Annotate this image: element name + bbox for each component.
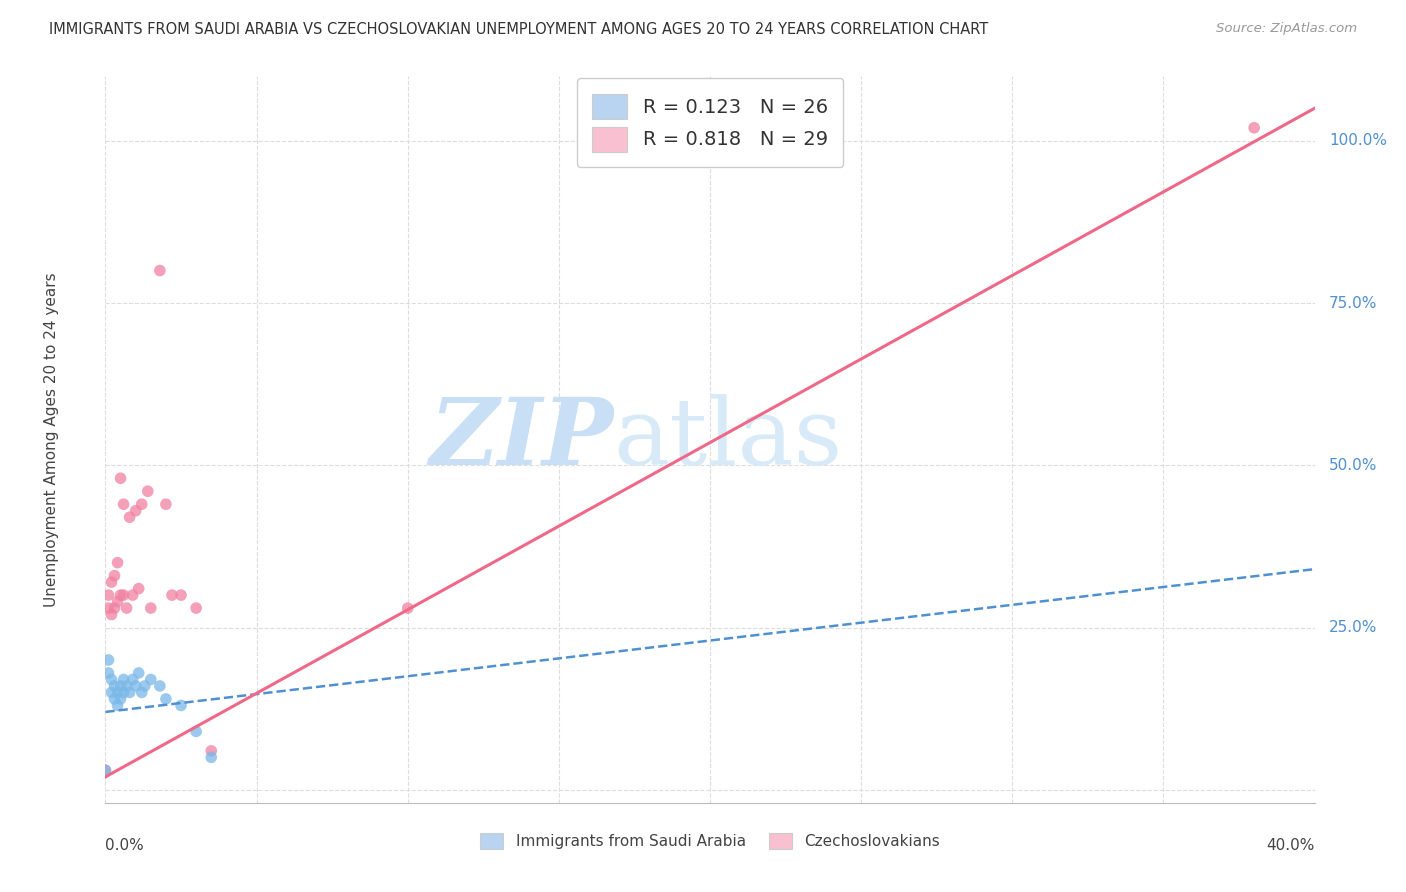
Point bbox=[200, 750, 222, 764]
Point bbox=[103, 679, 125, 693]
Point bbox=[186, 724, 208, 739]
Point bbox=[149, 263, 172, 277]
Point bbox=[107, 594, 129, 608]
Text: 50.0%: 50.0% bbox=[1329, 458, 1378, 473]
Point bbox=[124, 504, 148, 518]
Point bbox=[131, 497, 153, 511]
Point bbox=[112, 685, 135, 699]
Point bbox=[115, 601, 138, 615]
Point bbox=[97, 601, 120, 615]
Point bbox=[128, 582, 150, 596]
Point bbox=[118, 510, 141, 524]
Point bbox=[396, 601, 419, 615]
Point bbox=[112, 497, 135, 511]
Point bbox=[155, 692, 177, 706]
Point bbox=[121, 588, 143, 602]
Point bbox=[110, 692, 132, 706]
Text: ZIP: ZIP bbox=[429, 394, 613, 484]
Legend: Immigrants from Saudi Arabia, Czechoslovakians: Immigrants from Saudi Arabia, Czechoslov… bbox=[472, 826, 948, 857]
Point bbox=[170, 698, 193, 713]
Point bbox=[100, 607, 122, 622]
Point bbox=[170, 588, 193, 602]
Text: IMMIGRANTS FROM SAUDI ARABIA VS CZECHOSLOVAKIAN UNEMPLOYMENT AMONG AGES 20 TO 24: IMMIGRANTS FROM SAUDI ARABIA VS CZECHOSL… bbox=[49, 22, 988, 37]
Point bbox=[128, 665, 150, 680]
Point bbox=[121, 673, 143, 687]
Point bbox=[112, 588, 135, 602]
Point bbox=[160, 588, 183, 602]
Text: Source: ZipAtlas.com: Source: ZipAtlas.com bbox=[1216, 22, 1357, 36]
Point bbox=[1243, 120, 1265, 135]
Point bbox=[100, 673, 122, 687]
Point bbox=[100, 685, 122, 699]
Point bbox=[124, 679, 148, 693]
Point bbox=[94, 764, 117, 778]
Text: atlas: atlas bbox=[613, 394, 842, 484]
Text: 40.0%: 40.0% bbox=[1267, 838, 1315, 853]
Text: Unemployment Among Ages 20 to 24 years: Unemployment Among Ages 20 to 24 years bbox=[44, 272, 59, 607]
Point bbox=[110, 471, 132, 485]
Text: 25.0%: 25.0% bbox=[1329, 620, 1378, 635]
Point bbox=[97, 665, 120, 680]
Point bbox=[107, 698, 129, 713]
Point bbox=[103, 601, 125, 615]
Point bbox=[134, 679, 156, 693]
Point bbox=[103, 692, 125, 706]
Point bbox=[139, 601, 162, 615]
Point bbox=[115, 679, 138, 693]
Point bbox=[136, 484, 159, 499]
Point bbox=[155, 497, 177, 511]
Point bbox=[112, 673, 135, 687]
Point bbox=[97, 588, 120, 602]
Point bbox=[118, 685, 141, 699]
Text: 100.0%: 100.0% bbox=[1329, 133, 1388, 148]
Point bbox=[186, 601, 208, 615]
Point bbox=[100, 575, 122, 590]
Point bbox=[110, 588, 132, 602]
Point bbox=[131, 685, 153, 699]
Point bbox=[103, 568, 125, 582]
Point bbox=[107, 685, 129, 699]
Point bbox=[200, 744, 222, 758]
Point bbox=[149, 679, 172, 693]
Text: 0.0%: 0.0% bbox=[105, 838, 145, 853]
Point bbox=[94, 764, 117, 778]
Point bbox=[107, 556, 129, 570]
Point bbox=[110, 679, 132, 693]
Point bbox=[139, 673, 162, 687]
Text: 75.0%: 75.0% bbox=[1329, 295, 1378, 310]
Point bbox=[97, 653, 120, 667]
